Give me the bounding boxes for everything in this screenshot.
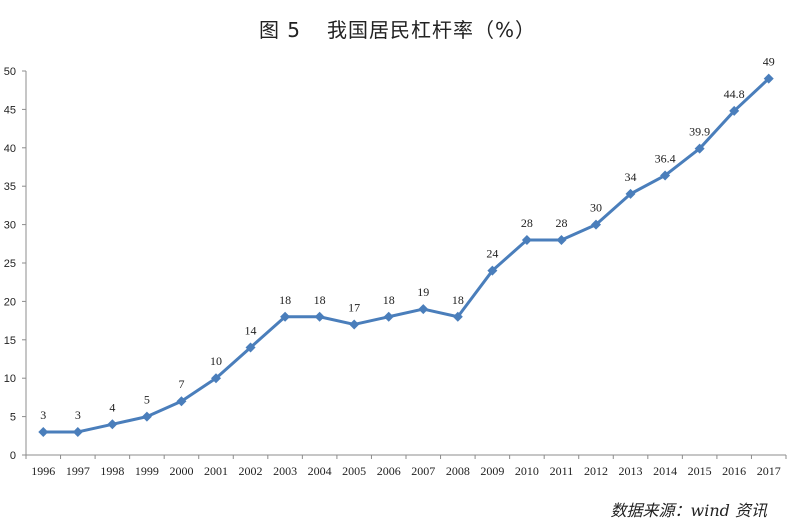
y-tick-label: 20 xyxy=(4,296,16,308)
data-label: 49 xyxy=(763,55,775,69)
x-tick-label: 2006 xyxy=(377,464,401,478)
data-label: 10 xyxy=(210,354,222,368)
axes xyxy=(25,71,786,456)
diamond-marker-icon xyxy=(694,143,705,154)
x-tick-label: 2010 xyxy=(515,464,539,478)
diamond-marker-icon xyxy=(211,373,221,384)
x-tick-label: 2015 xyxy=(688,464,712,478)
diamond-marker-icon xyxy=(452,311,463,322)
y-tick-label: 50 xyxy=(4,66,16,78)
data-label: 24 xyxy=(486,247,498,261)
diamond-marker-icon xyxy=(487,265,498,276)
diamond-marker-icon xyxy=(141,411,152,422)
x-tick-label: 2004 xyxy=(308,464,332,478)
y-tick-label: 35 xyxy=(4,181,16,193)
y-axis-ticks: 0 5 10 15 20 25 30 35 40 45 50 xyxy=(4,66,26,462)
chart-title-text: 我国居民杠杆率（%） xyxy=(327,18,537,42)
x-tick-label: 2011 xyxy=(550,464,574,478)
diamond-marker-icon xyxy=(660,170,671,181)
x-tick-label: 2012 xyxy=(584,464,608,478)
x-tick-label: 2001 xyxy=(204,464,228,478)
y-tick-label: 15 xyxy=(4,335,16,347)
diamond-marker-icon xyxy=(556,234,567,245)
x-axis-ticks: 1996 1997 1998 1999 2000 2001 2002 2003 2004 2005… xyxy=(25,455,787,478)
data-label: 3 xyxy=(75,408,81,422)
data-label: 17 xyxy=(348,300,360,314)
diamond-marker-icon xyxy=(349,319,360,330)
data-label: 36.4 xyxy=(655,151,676,165)
diamond-marker-icon xyxy=(521,234,532,245)
y-tick-label: 30 xyxy=(4,220,16,232)
data-label: 28 xyxy=(521,216,533,230)
x-tick-label: 1999 xyxy=(135,464,159,478)
data-label: 3 xyxy=(40,408,46,422)
diamond-marker-icon xyxy=(591,219,601,230)
x-tick-label: 2009 xyxy=(480,464,504,478)
data-label: 44.8 xyxy=(724,87,745,101)
diamond-marker-icon xyxy=(314,311,325,322)
diamond-marker-icon xyxy=(72,426,83,437)
data-label: 4 xyxy=(109,400,115,414)
diamond-marker-icon xyxy=(625,188,636,199)
data-label: 5 xyxy=(144,393,150,407)
diamond-marker-icon xyxy=(280,311,291,322)
data-label: 18 xyxy=(314,293,326,307)
data-series xyxy=(38,73,774,437)
diamond-marker-icon xyxy=(418,304,429,315)
x-tick-label: 2005 xyxy=(342,464,366,478)
data-label: 7 xyxy=(178,377,184,391)
x-tick-label: 2007 xyxy=(411,464,435,478)
x-tick-label: 1998 xyxy=(100,464,124,478)
x-tick-label: 2002 xyxy=(239,464,263,478)
x-tick-label: 2008 xyxy=(446,464,470,478)
x-tick-label: 2003 xyxy=(273,464,297,478)
figure-number: 图 5 xyxy=(258,18,302,42)
data-label: 18 xyxy=(383,293,395,307)
x-tick-label: 2000 xyxy=(169,464,193,478)
x-tick-label: 2017 xyxy=(757,464,781,478)
data-label: 28 xyxy=(555,216,567,230)
diamond-marker-icon xyxy=(176,396,187,407)
diamond-marker-icon xyxy=(383,311,394,322)
data-label: 30 xyxy=(590,201,602,215)
chart-title: 图 5 我国居民杠杆率（%） xyxy=(0,14,795,43)
diamond-marker-icon xyxy=(38,426,49,437)
y-tick-label: 40 xyxy=(4,143,16,155)
data-label: 19 xyxy=(417,285,429,299)
data-label: 18 xyxy=(452,293,464,307)
diamond-marker-icon xyxy=(729,105,740,116)
data-label: 34 xyxy=(625,170,637,184)
x-tick-label: 1996 xyxy=(31,464,55,478)
diamond-marker-icon xyxy=(245,342,256,353)
y-tick-label: 10 xyxy=(4,373,16,385)
y-tick-label: 45 xyxy=(4,104,16,116)
diamond-marker-icon xyxy=(763,73,774,84)
data-label: 14 xyxy=(245,323,257,337)
x-tick-label: 2013 xyxy=(619,464,643,478)
diamond-marker-icon xyxy=(107,419,118,430)
series-line xyxy=(43,77,770,434)
x-tick-label: 1997 xyxy=(66,464,90,478)
data-label: 39.9 xyxy=(689,125,710,139)
y-tick-label: 5 xyxy=(10,412,16,424)
data-label: 18 xyxy=(279,293,291,307)
y-tick-label: 25 xyxy=(4,258,16,270)
x-tick-label: 2014 xyxy=(653,464,677,478)
x-tick-label: 2016 xyxy=(722,464,746,478)
y-tick-label: 0 xyxy=(10,450,16,462)
data-source-note: 数据来源：wind 资讯 xyxy=(610,501,767,520)
